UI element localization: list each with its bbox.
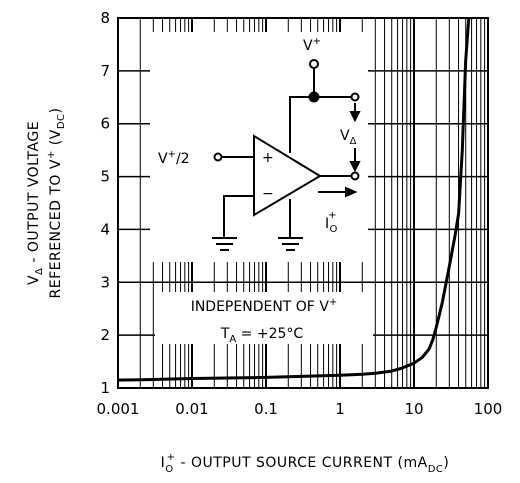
y-tick-label: 8 [100, 9, 110, 27]
vplus-terminal [309, 59, 319, 69]
y-tick-label: 7 [100, 62, 110, 80]
vdelta-top-terminal [350, 92, 360, 102]
series-line [117, 17, 471, 382]
x-tick-label: 10 [404, 400, 423, 418]
y-axis-label-line2: REFERENCED TO V+ (VDC) [46, 107, 67, 298]
inverting-input-wire [223, 195, 254, 238]
schematic-minus-sign: − [262, 186, 274, 202]
schematic-vplus-label: V+ [303, 36, 321, 54]
y-axis-label-line1: VΔ - OUTPUT VOLTAGE [26, 121, 45, 285]
x-tick-label: 1 [335, 400, 345, 418]
x-tick-label: 0.01 [175, 400, 208, 418]
annotation-line1: INDEPENDENT OF V+ [191, 297, 338, 315]
x-tick-labels: 0.001 0.01 0.1 1 10 100 [97, 400, 503, 418]
plot-frame [117, 17, 489, 389]
y-tick-label: 4 [100, 220, 110, 238]
y-tick-label: 6 [100, 115, 110, 133]
schematic-vdelta-label: VΔ [340, 128, 357, 147]
x-tick-label: 100 [474, 400, 503, 418]
y-tick-label: 3 [100, 273, 110, 291]
annotation-bg [155, 292, 373, 344]
y-tick-labels: 1 2 3 4 5 6 7 8 [100, 9, 110, 397]
y-tick-label: 1 [100, 379, 110, 397]
vdelta-arrow-bottom-head [349, 161, 361, 173]
supply-wire [289, 96, 352, 153]
x-tick-label: 0.001 [97, 400, 140, 418]
opamp-triangle [253, 134, 322, 217]
y-tick-label: 5 [100, 168, 110, 186]
y-axis-label: VΔ - OUTPUT VOLTAGE REFERENCED TO V+ (VD… [26, 107, 67, 298]
schematic-vplus2-label: V+/2 [158, 149, 190, 167]
vdelta-arrow-top-head [349, 111, 361, 123]
schematic-io-label: I+ O [325, 210, 338, 235]
y-tick-label: 2 [100, 326, 110, 344]
opamp-schematic [212, 59, 361, 251]
schematic-plus-sign: + [262, 150, 274, 166]
x-tick-label: 0.1 [254, 400, 278, 418]
output-terminal [350, 171, 360, 181]
vplus2-terminal [213, 152, 223, 162]
annotation-line2: TA = +25°C [220, 326, 304, 345]
x-axis-label: IO+ - OUTPUT SOURCE CURRENT (mADC) [161, 452, 450, 475]
current-arrow-head [345, 186, 358, 198]
junction-dot [308, 91, 320, 103]
